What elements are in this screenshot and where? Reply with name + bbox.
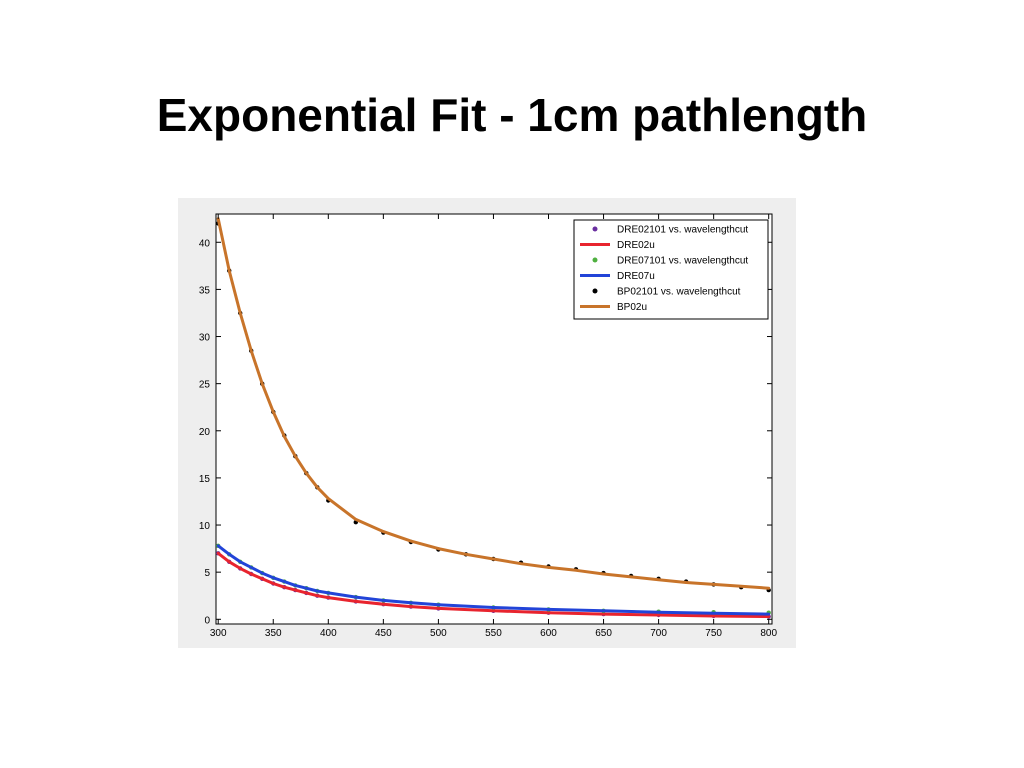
legend-label: BP02u — [617, 302, 647, 313]
legend-label: BP02101 vs. wavelengthcut — [617, 287, 741, 298]
tick-layer: 300 350 400 450 500 550 600 650 700 750 800 0 5 10 15 2… — [199, 214, 777, 639]
slide-title: Exponential Fit - 1cm pathlength — [156, 89, 868, 141]
data-layer — [216, 217, 771, 619]
legend-point-swatch — [592, 226, 598, 232]
y-tick-label: 25 — [199, 380, 211, 391]
series-line-dre07u — [216, 544, 771, 616]
y-tick-label: 5 — [204, 568, 210, 579]
legend-label: DRE07101 vs. wavelengthcut — [617, 256, 748, 267]
x-tick-label: 500 — [430, 628, 447, 639]
legend-point-swatch — [592, 257, 598, 263]
y-tick-label: 0 — [204, 615, 210, 626]
legend-label: DRE02101 vs. wavelengthcut — [617, 225, 748, 236]
x-tick-label: 700 — [650, 628, 667, 639]
x-tick-label: 650 — [595, 628, 612, 639]
legend-label: DRE02u — [617, 240, 655, 251]
x-tick-label: 450 — [375, 628, 392, 639]
legend-box — [573, 219, 769, 320]
series-line-dre02u — [216, 551, 771, 618]
x-tick-label: 800 — [760, 628, 777, 639]
x-tick-label: 350 — [265, 628, 282, 639]
x-tick-label: 400 — [320, 628, 337, 639]
y-tick-label: 15 — [199, 474, 211, 485]
legend-point-swatch — [592, 288, 598, 294]
y-tick-label: 40 — [199, 238, 211, 249]
legend: DRE02101 vs. wavelengthcut DRE02u DRE07101… — [573, 219, 769, 320]
legend-label: DRE07u — [617, 271, 655, 282]
exponential-fit-chart: 300 350 400 450 500 550 600 650 700 750 800 0 5 10 15 2… — [199, 213, 777, 639]
chart-figure: 300 350 400 450 500 550 600 650 700 750 800 0 5 10 15 2… — [178, 198, 796, 648]
series-line-bp02u — [216, 217, 771, 590]
x-tick-label: 550 — [485, 628, 502, 639]
y-tick-label: 20 — [199, 427, 211, 438]
x-tick-label: 300 — [210, 628, 227, 639]
y-tick-label: 10 — [199, 521, 211, 532]
y-tick-label: 30 — [199, 333, 211, 344]
y-tick-label: 35 — [199, 285, 211, 296]
x-tick-label: 600 — [540, 628, 557, 639]
x-tick-label: 750 — [705, 628, 722, 639]
